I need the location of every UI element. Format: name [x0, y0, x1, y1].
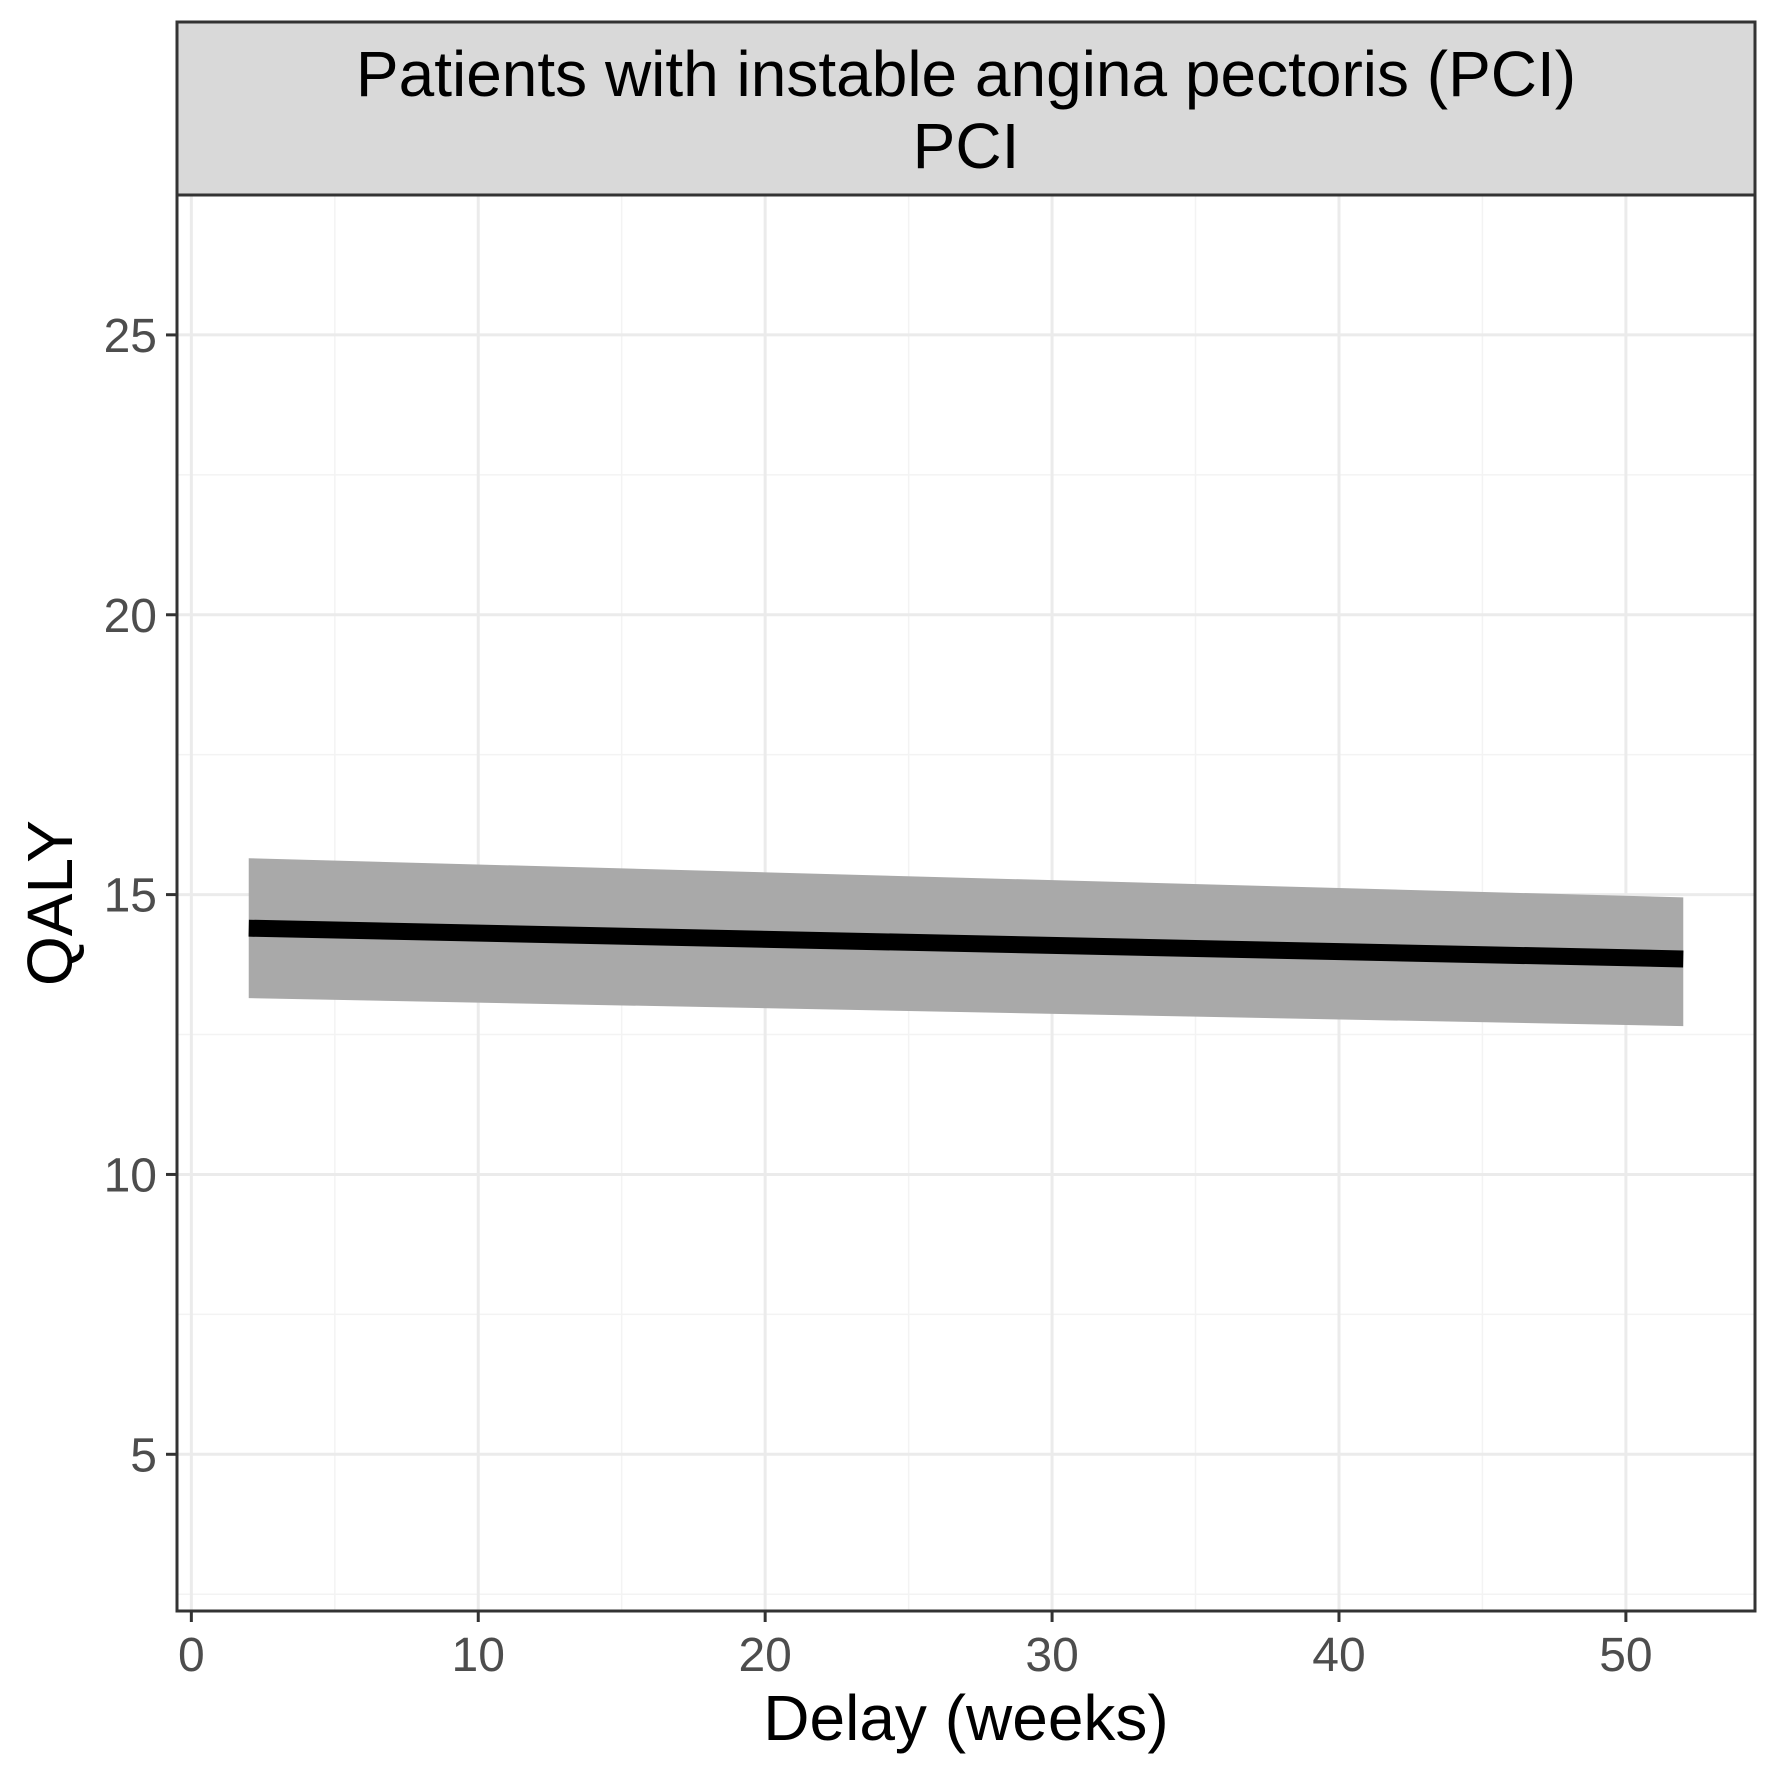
x-tick-label: 0 [178, 1629, 205, 1682]
y-tick-label: 15 [104, 870, 157, 923]
y-tick-label: 10 [104, 1149, 157, 1202]
facet-strip-title-line-2: PCI [913, 110, 1020, 182]
qaly-trend-line [248, 919, 1684, 968]
x-axis-title: Delay (weeks) [763, 1682, 1168, 1754]
y-tick-label: 5 [130, 1429, 157, 1482]
y-axis: 5 10 15 20 25 [104, 310, 177, 1482]
x-axis: 0 10 20 30 40 50 [178, 1611, 1653, 1682]
x-tick-label: 20 [738, 1629, 791, 1682]
y-tick-label: 25 [104, 310, 157, 363]
x-tick-label: 40 [1312, 1629, 1365, 1682]
x-tick-label: 50 [1599, 1629, 1652, 1682]
x-tick-label: 30 [1025, 1629, 1078, 1682]
facet-strip-title-line-1: Patients with instable angina pectoris (… [356, 38, 1576, 110]
plot-panel-border [175, 193, 1757, 1613]
y-tick-label: 20 [104, 590, 157, 643]
data-layer [248, 858, 1684, 1027]
y-axis-title: QALY [14, 820, 86, 986]
x-tick-label: 10 [452, 1629, 505, 1682]
facet-strip [175, 20, 1757, 197]
